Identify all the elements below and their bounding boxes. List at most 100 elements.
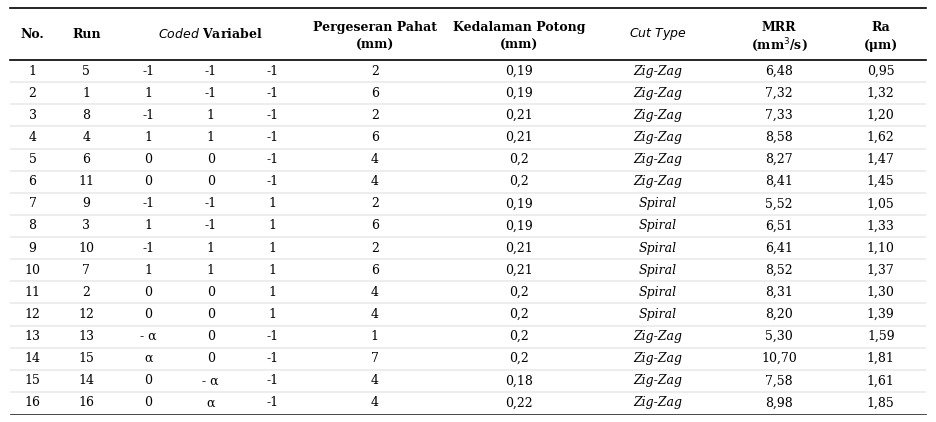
Text: 8,58: 8,58 [765, 131, 793, 144]
Text: 4: 4 [371, 374, 379, 387]
Text: 9: 9 [29, 241, 37, 254]
Text: -1: -1 [205, 219, 217, 233]
Text: (mm$^3$/s): (mm$^3$/s) [751, 37, 808, 54]
Text: 7: 7 [29, 197, 37, 210]
Text: 5: 5 [82, 65, 90, 78]
Text: 1,32: 1,32 [867, 87, 895, 100]
Text: 1,39: 1,39 [867, 308, 895, 321]
Text: 5: 5 [29, 153, 37, 166]
Text: 8,31: 8,31 [765, 286, 793, 299]
Text: 1: 1 [207, 109, 214, 122]
Text: 1: 1 [269, 286, 277, 299]
Text: 10: 10 [79, 241, 95, 254]
Text: 0: 0 [144, 175, 153, 188]
Text: 4: 4 [371, 396, 379, 409]
Text: 0: 0 [207, 286, 214, 299]
Text: 1: 1 [269, 197, 277, 210]
Text: 1: 1 [207, 241, 214, 254]
Text: Spiral: Spiral [638, 264, 677, 277]
Text: 0,21: 0,21 [505, 241, 533, 254]
Text: 7,32: 7,32 [765, 87, 793, 100]
Text: 2: 2 [371, 109, 379, 122]
Text: 4: 4 [371, 175, 379, 188]
Text: 1,37: 1,37 [867, 264, 895, 277]
Text: Zig-Zag: Zig-Zag [633, 153, 682, 166]
Text: (μm): (μm) [864, 39, 898, 52]
Text: 0,19: 0,19 [505, 219, 533, 233]
Text: 0,22: 0,22 [505, 396, 533, 409]
Text: 6: 6 [371, 131, 379, 144]
Text: 2: 2 [82, 286, 90, 299]
Text: 1,85: 1,85 [867, 396, 895, 409]
Text: 0,21: 0,21 [505, 131, 533, 144]
Text: 0,19: 0,19 [505, 197, 533, 210]
Text: 1: 1 [269, 308, 277, 321]
Text: 10: 10 [24, 264, 40, 277]
Text: -1: -1 [267, 109, 279, 122]
Text: Spiral: Spiral [638, 197, 677, 210]
Text: 1: 1 [371, 330, 379, 343]
Text: 8,98: 8,98 [765, 396, 793, 409]
Text: 8,52: 8,52 [765, 264, 793, 277]
Text: 1: 1 [269, 241, 277, 254]
Text: 4: 4 [371, 308, 379, 321]
Text: 1: 1 [29, 65, 37, 78]
Text: 0: 0 [207, 330, 214, 343]
Text: -1: -1 [267, 153, 279, 166]
Text: 1: 1 [144, 219, 153, 233]
Text: 0: 0 [144, 153, 153, 166]
Text: 2: 2 [29, 87, 37, 100]
Text: 6,41: 6,41 [765, 241, 793, 254]
Text: 2: 2 [371, 65, 379, 78]
Text: 7: 7 [371, 352, 379, 365]
Text: Spiral: Spiral [638, 308, 677, 321]
Text: Zig-Zag: Zig-Zag [633, 87, 682, 100]
Text: Zig-Zag: Zig-Zag [633, 374, 682, 387]
Text: 8: 8 [82, 109, 91, 122]
Text: No.: No. [21, 27, 45, 41]
Text: 4: 4 [371, 286, 379, 299]
Text: -1: -1 [267, 175, 279, 188]
Text: 6: 6 [371, 87, 379, 100]
Text: - α: - α [140, 330, 157, 343]
Text: 8,41: 8,41 [765, 175, 793, 188]
Text: 12: 12 [24, 308, 40, 321]
Text: 11: 11 [79, 175, 95, 188]
Text: 0: 0 [144, 286, 153, 299]
Text: 0: 0 [207, 308, 214, 321]
Text: 14: 14 [24, 352, 40, 365]
Text: (mm): (mm) [356, 39, 394, 52]
Text: α: α [144, 352, 153, 365]
Text: Spiral: Spiral [638, 219, 677, 233]
Text: 3: 3 [82, 219, 91, 233]
Text: Zig-Zag: Zig-Zag [633, 109, 682, 122]
Text: - α: - α [202, 374, 219, 387]
Text: Run: Run [72, 27, 101, 41]
Text: 1,33: 1,33 [867, 219, 895, 233]
Text: 1,30: 1,30 [867, 286, 895, 299]
Text: 1: 1 [207, 264, 214, 277]
Text: -1: -1 [267, 396, 279, 409]
Text: 5,30: 5,30 [765, 330, 793, 343]
Text: 11: 11 [24, 286, 40, 299]
Text: 6,48: 6,48 [765, 65, 793, 78]
Text: -1: -1 [267, 131, 279, 144]
Text: 5,52: 5,52 [766, 197, 793, 210]
Text: -1: -1 [267, 330, 279, 343]
Text: 1,05: 1,05 [867, 197, 895, 210]
Text: 0,2: 0,2 [509, 175, 529, 188]
Text: 16: 16 [79, 396, 95, 409]
Text: -1: -1 [267, 352, 279, 365]
Text: 7: 7 [82, 264, 90, 277]
Text: 15: 15 [79, 352, 95, 365]
Text: 4: 4 [82, 131, 91, 144]
Text: 0,2: 0,2 [509, 286, 529, 299]
Text: 0,2: 0,2 [509, 330, 529, 343]
Text: 1: 1 [269, 264, 277, 277]
Text: 13: 13 [24, 330, 40, 343]
Text: 8,20: 8,20 [765, 308, 793, 321]
Text: 6: 6 [371, 264, 379, 277]
Text: 0: 0 [207, 352, 214, 365]
Text: 6: 6 [29, 175, 37, 188]
Text: 13: 13 [79, 330, 95, 343]
